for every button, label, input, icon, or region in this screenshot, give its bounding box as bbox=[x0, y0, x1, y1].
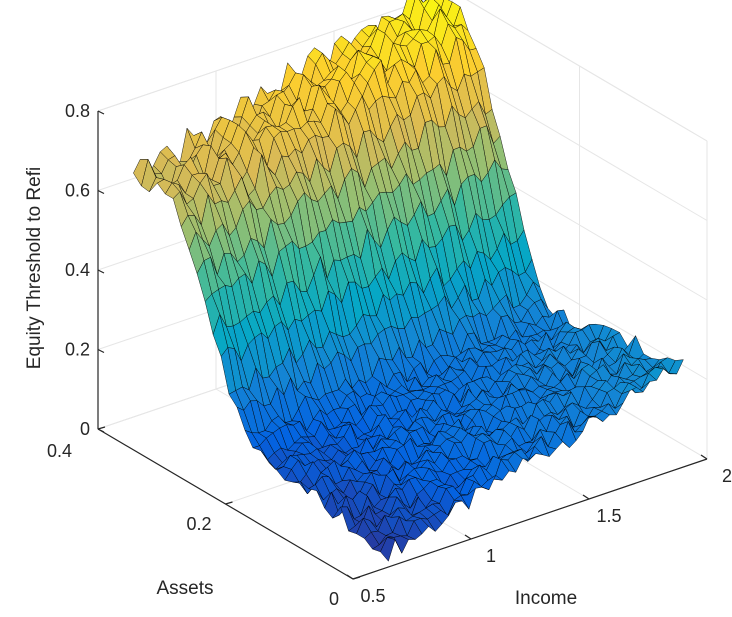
x-axis-line bbox=[352, 458, 708, 580]
x-tick-label: 1 bbox=[486, 546, 496, 566]
surface-cell bbox=[380, 537, 396, 562]
y-tick bbox=[97, 426, 106, 430]
x-tick-label: 0.5 bbox=[360, 586, 385, 606]
x-tick-label: 2 bbox=[722, 466, 732, 486]
y-tick bbox=[352, 576, 361, 580]
surface-mesh bbox=[133, 0, 684, 562]
x-tick bbox=[582, 494, 590, 500]
z-tick bbox=[97, 428, 105, 433]
z-tick-label: 0.8 bbox=[65, 101, 90, 121]
x-axis-label: Income bbox=[515, 588, 577, 609]
x-tick-label: 1.5 bbox=[596, 506, 621, 526]
z-tick bbox=[97, 189, 105, 195]
z-tick bbox=[97, 269, 105, 274]
box-edge bbox=[466, 0, 708, 142]
y-tick-label: 0 bbox=[329, 589, 339, 609]
grid-line-z-right bbox=[451, 70, 708, 221]
y-tick bbox=[225, 501, 233, 505]
y-axis-label: Assets bbox=[156, 578, 213, 599]
z-tick-label: 0.2 bbox=[65, 340, 90, 360]
z-tick-label: 0.6 bbox=[65, 181, 90, 201]
x-tick bbox=[464, 534, 472, 540]
z-tick bbox=[97, 110, 105, 115]
axes bbox=[97, 110, 708, 580]
z-axis-label: Equity Threshold to Refi bbox=[24, 167, 45, 369]
x-tick bbox=[700, 454, 708, 460]
box-edge bbox=[97, 0, 428, 112]
surface-cell bbox=[393, 535, 409, 554]
z-tick-label: 0 bbox=[80, 419, 90, 439]
z-tick-label: 0.4 bbox=[65, 260, 90, 280]
x-tick bbox=[346, 574, 354, 580]
y-tick-label: 0.4 bbox=[47, 441, 72, 461]
z-tick bbox=[97, 348, 105, 354]
y-tick-label: 0.2 bbox=[186, 514, 211, 534]
tick-labels: 0 0.2 0.4 0.6 0.8 0 0.2 0.4 0.5 1 1.5 2 bbox=[47, 101, 732, 609]
